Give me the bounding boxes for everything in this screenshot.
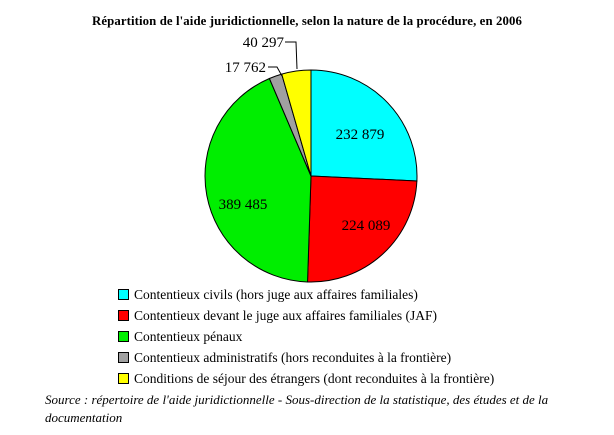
legend-item-penaux: Contentieux pénaux: [118, 326, 494, 347]
source-line-2: documentation: [45, 410, 123, 426]
legend-swatch-cyan-icon: [118, 289, 129, 300]
legend-item-sejour: Conditions de séjour des étrangers (dont…: [118, 368, 494, 389]
legend-label: Contentieux devant le juge aux affaires …: [134, 307, 438, 323]
pie-slice: [281, 69, 312, 177]
legend: Contentieux civils (hors juge aux affair…: [118, 284, 494, 389]
slice-value-administratifs: 17 762: [225, 60, 266, 76]
legend-label: Contentieux pénaux: [134, 328, 243, 344]
legend-swatch-red-icon: [118, 310, 129, 321]
leader-line-yellow-slice: [285, 41, 298, 70]
legend-label: Contentieux administratifs (hors recondu…: [134, 349, 452, 365]
source-note: Source : répertoire de l'aide juridictio…: [45, 391, 605, 427]
pie-slice: [307, 175, 418, 283]
pie-slice: [310, 69, 418, 182]
legend-label: Contentieux civils (hors juge aux affair…: [134, 286, 418, 302]
pie-slice: [204, 77, 312, 283]
leader-line-gray-slice: [268, 66, 283, 77]
slice-value-civils: 232 879: [336, 127, 385, 143]
slice-value-sejour: 40 297: [243, 35, 285, 51]
pie-slices: [204, 69, 418, 283]
slice-value-jaf: 224 089: [342, 218, 391, 234]
legend-swatch-green-icon: [118, 331, 129, 342]
chart-title: Répartition de l'aide juridictionnelle, …: [92, 14, 522, 28]
legend-swatch-yellow-icon: [118, 373, 129, 384]
legend-item-civils: Contentieux civils (hors juge aux affair…: [118, 284, 494, 305]
slice-value-penaux: 389 485: [219, 197, 268, 213]
legend-label: Conditions de séjour des étrangers (dont…: [134, 370, 495, 386]
legend-item-jaf: Contentieux devant le juge aux affaires …: [118, 305, 494, 326]
legend-swatch-gray-icon: [118, 352, 129, 363]
source-line-1: Source : répertoire de l'aide juridictio…: [45, 392, 549, 407]
legend-item-administratifs: Contentieux administratifs (hors recondu…: [118, 347, 494, 368]
